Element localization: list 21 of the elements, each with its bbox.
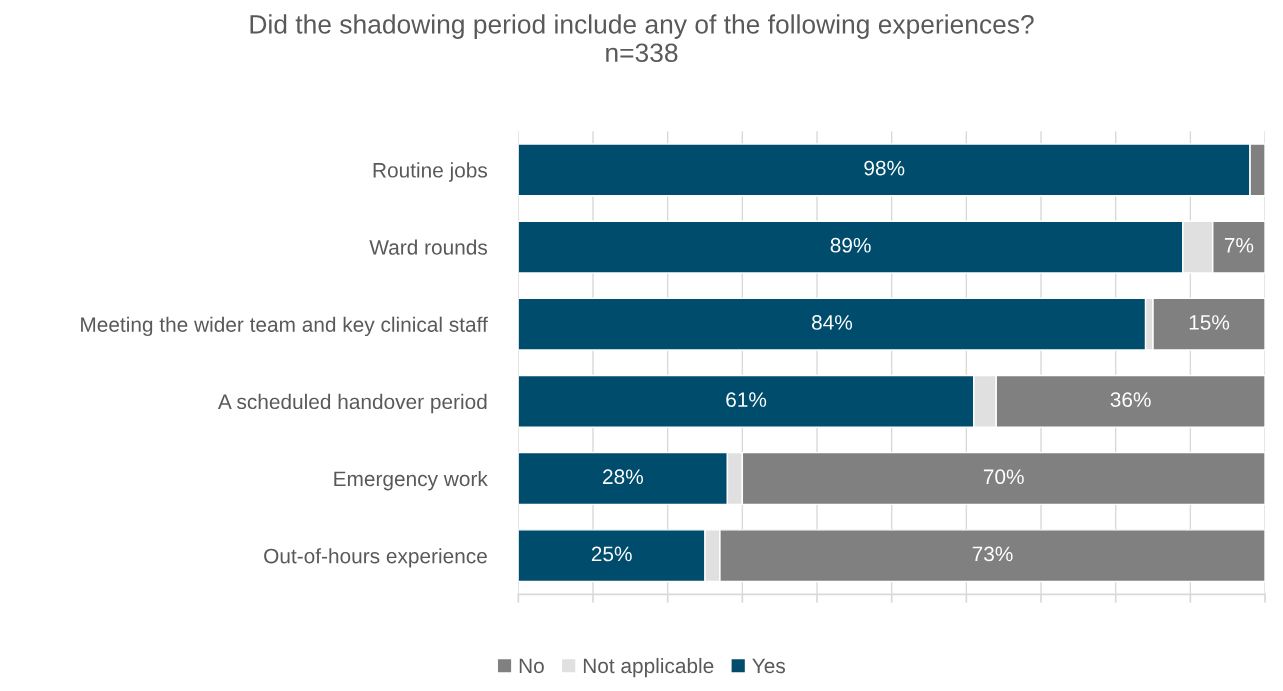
legend-label: Not applicable — [583, 657, 714, 678]
legend-label: No — [519, 658, 544, 674]
chart-title: Did the shadowing period include any of the following experiences? n=338 — [250, 14, 1034, 63]
y-tick-label: Emergency work — [334, 470, 488, 491]
data-label: 36% — [1110, 392, 1151, 407]
y-tick-label: Meeting the wider team and key clinical staff — [81, 316, 488, 337]
data-label: 98% — [864, 160, 905, 176]
data-label: 84% — [812, 315, 853, 330]
y-tick-label: Ward rounds — [369, 239, 488, 255]
data-label: 70% — [983, 469, 1024, 485]
data-label: 7% — [1224, 237, 1254, 253]
y-tick-label: Out-of-hours experience — [264, 548, 487, 568]
legend-label: Yes — [752, 658, 785, 674]
data-label: 89% — [830, 237, 871, 253]
y-tick-label: Routine jobs — [373, 162, 488, 182]
data-label: 25% — [591, 546, 632, 562]
data-label: 61% — [726, 392, 767, 407]
data-label: 73% — [972, 546, 1013, 562]
data-label: 28% — [603, 469, 643, 485]
y-tick-label: A scheduled handover period — [217, 393, 487, 414]
data-label: 15% — [1189, 315, 1230, 330]
